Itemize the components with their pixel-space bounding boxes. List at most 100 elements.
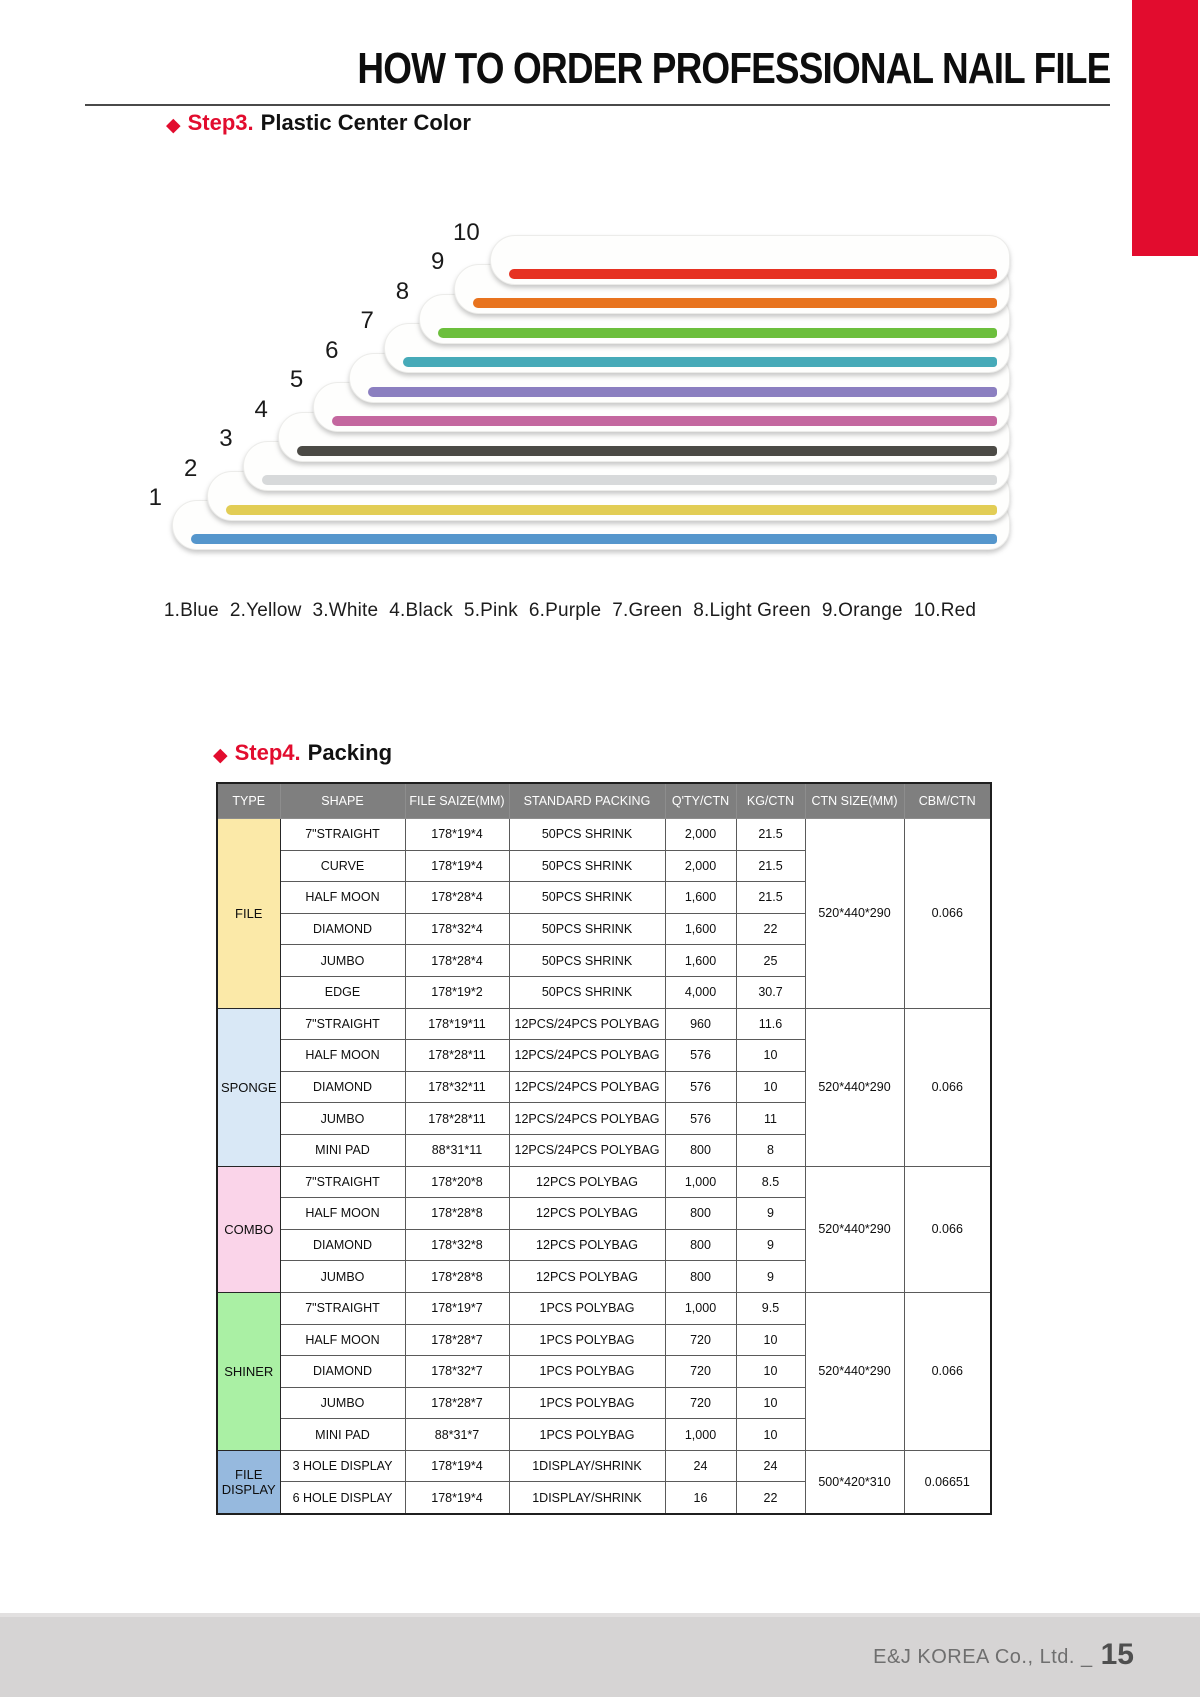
table-row: JUMBO 178*28*4 50PCS SHRINK 1,600 25 xyxy=(217,944,991,977)
kg-cell: 9 xyxy=(735,1260,806,1293)
file-number-label: 5 xyxy=(289,366,304,393)
shape-cell: JUMBO xyxy=(279,944,406,977)
shape-cell: DIAMOND xyxy=(279,1355,406,1388)
red-accent-block xyxy=(1132,0,1198,256)
kg-cell: 24 xyxy=(735,1449,806,1483)
kg-cell: 25 xyxy=(735,944,806,977)
shape-cell: 7"STRAIGHT xyxy=(279,1165,406,1199)
shape-cell: JUMBO xyxy=(279,1260,406,1293)
file-number-label: 1 xyxy=(148,484,162,511)
kg-cell: 11 xyxy=(735,1102,806,1135)
page-footer: E&J KOREA Co., Ltd. _ 15 xyxy=(0,1613,1200,1697)
standard-packing-cell: 1PCS POLYBAG xyxy=(508,1323,666,1357)
column-header: TYPE xyxy=(216,782,281,819)
nail-file-stack: 1 2 3 4 5 6 7 8 9 10 xyxy=(0,0,1200,700)
standard-packing-cell: 12PCS/24PCS POLYBAG xyxy=(508,1133,666,1167)
table-row: SHINER 7"STRAIGHT 178*19*7 1PCS POLYBAG 1,00… xyxy=(216,1291,992,1451)
file-number-label: 8 xyxy=(395,277,410,305)
kg-cell: 22 xyxy=(735,1481,806,1515)
qty-cell: 1,000 xyxy=(664,1165,737,1199)
file-size-cell: 178*28*11 xyxy=(404,1102,510,1135)
diamond-icon: ◆ xyxy=(213,745,228,766)
kg-cell: 8.5 xyxy=(735,1165,806,1199)
standard-packing-cell: 1PCS POLYBAG xyxy=(508,1355,666,1388)
file-number-label: 4 xyxy=(254,395,268,423)
file-size-cell: 178*28*7 xyxy=(404,1386,510,1420)
header-row: TYPE SHAPE FILE SAIZE(MM) STANDARD PACKING Q… xyxy=(216,782,992,819)
cbm-cell: 0.066 xyxy=(903,1291,992,1451)
file-color-stripe-blue xyxy=(191,534,997,544)
file-size-cell: 178*28*8 xyxy=(404,1197,510,1230)
file-size-cell: 178*28*7 xyxy=(404,1323,510,1357)
file-size-cell: 178*32*4 xyxy=(404,912,510,946)
standard-packing-cell: 1PCS POLYBAG xyxy=(508,1418,666,1451)
table-row: MINI PAD 88*31*7 1PCS POLYBAG 1,000 10 xyxy=(217,1418,991,1451)
standard-packing-cell: 12PCS/24PCS POLYBAG xyxy=(508,1039,666,1072)
file-size-cell: 178*19*7 xyxy=(404,1291,510,1325)
shape-cell: HALF MOON xyxy=(279,881,406,914)
qty-cell: 800 xyxy=(664,1133,737,1167)
file-color-stripe-purple xyxy=(367,386,997,397)
table-row: HALF MOON 178*28*8 12PCS POLYBAG 800 9 xyxy=(217,1197,991,1230)
file-color-stripe-light-green xyxy=(438,327,997,338)
footer-company: E&J KOREA Co., Ltd. _ xyxy=(873,1645,1093,1668)
file-color-stripe-red xyxy=(508,268,997,279)
column-header: CBM/CTN xyxy=(903,782,992,819)
table-row: EDGE 178*19*2 50PCS SHRINK 4,000 30.7 xyxy=(217,975,991,1009)
shape-cell: 7"STRAIGHT xyxy=(279,1291,406,1325)
kg-cell: 22 xyxy=(735,912,806,946)
qty-cell: 720 xyxy=(664,1323,737,1357)
file-size-cell: 178*19*4 xyxy=(404,818,510,851)
qty-cell: 800 xyxy=(664,1228,737,1262)
file-size-cell: 178*19*4 xyxy=(404,1449,510,1483)
standard-packing-cell: 50PCS SHRINK xyxy=(508,975,666,1009)
qty-cell: 4,000 xyxy=(664,975,737,1009)
qty-cell: 720 xyxy=(664,1355,737,1388)
table-row: FILE 7"STRAIGHT 178*19*4 50PCS SHRINK 2,000 2… xyxy=(216,818,992,1009)
qty-cell: 576 xyxy=(664,1102,737,1135)
packing-table-body: FILE 7"STRAIGHT 178*19*4 50PCS SHRINK 2,000 2… xyxy=(216,818,992,1515)
standard-packing-cell: 12PCS/24PCS POLYBAG xyxy=(508,1070,666,1104)
table-row: DIAMOND 178*32*8 12PCS POLYBAG 800 9 xyxy=(217,1228,991,1262)
file-size-cell: 88*31*11 xyxy=(404,1133,510,1167)
ctn-size-cell: 500*420*310 xyxy=(804,1449,905,1515)
column-header: Q'TY/CTN xyxy=(664,782,737,819)
kg-cell: 11.6 xyxy=(735,1007,806,1041)
shape-cell: HALF MOON xyxy=(279,1197,406,1230)
table-row: DIAMOND 178*32*7 1PCS POLYBAG 720 10 xyxy=(217,1355,991,1388)
shape-cell: MINI PAD xyxy=(279,1418,406,1451)
table-row: MINI PAD 88*31*11 12PCS/24PCS POLYBAG 800 8 xyxy=(217,1133,991,1167)
ctn-size-cell: 520*440*290 xyxy=(804,1291,905,1451)
qty-cell: 576 xyxy=(664,1039,737,1072)
file-number-label: 6 xyxy=(325,336,339,364)
column-header: SHAPE xyxy=(279,782,406,819)
shape-cell: DIAMOND xyxy=(279,912,406,946)
shape-cell: DIAMOND xyxy=(279,1070,406,1104)
standard-packing-cell: 12PCS POLYBAG xyxy=(508,1260,666,1293)
kg-cell: 9.5 xyxy=(735,1291,806,1325)
kg-cell: 10 xyxy=(735,1418,806,1451)
shape-cell: 6 HOLE DISPLAY xyxy=(279,1481,406,1515)
standard-packing-cell: 1DISPLAY/SHRINK xyxy=(508,1481,666,1515)
shape-cell: HALF MOON xyxy=(279,1323,406,1357)
kg-cell: 21.5 xyxy=(735,881,806,914)
step4-title: Packing xyxy=(307,740,393,765)
step3-label: Step3. xyxy=(187,110,254,135)
file-color-stripe-orange xyxy=(473,298,997,308)
standard-packing-cell: 50PCS SHRINK xyxy=(508,944,666,977)
file-number-label: 3 xyxy=(219,425,233,452)
diamond-icon: ◆ xyxy=(166,115,181,136)
qty-cell: 1,000 xyxy=(664,1418,737,1451)
table-row: COMBO 7"STRAIGHT 178*20*8 12PCS POLYBAG 1,00… xyxy=(216,1165,992,1293)
shape-cell: JUMBO xyxy=(279,1102,406,1135)
page-title: HOW TO ORDER PROFESSIONAL NAIL FILE xyxy=(357,44,1111,93)
standard-packing-cell: 12PCS/24PCS POLYBAG xyxy=(508,1007,666,1041)
ctn-size-cell: 520*440*290 xyxy=(804,1007,905,1167)
standard-packing-cell: 50PCS SHRINK xyxy=(508,849,666,883)
column-header: CTN SIZE(MM) xyxy=(804,782,905,819)
step3-heading: ◆ Step3. Plastic Center Color xyxy=(166,110,471,136)
kg-cell: 10 xyxy=(735,1039,806,1072)
file-color-stripe-black xyxy=(296,445,997,456)
qty-cell: 800 xyxy=(664,1260,737,1293)
